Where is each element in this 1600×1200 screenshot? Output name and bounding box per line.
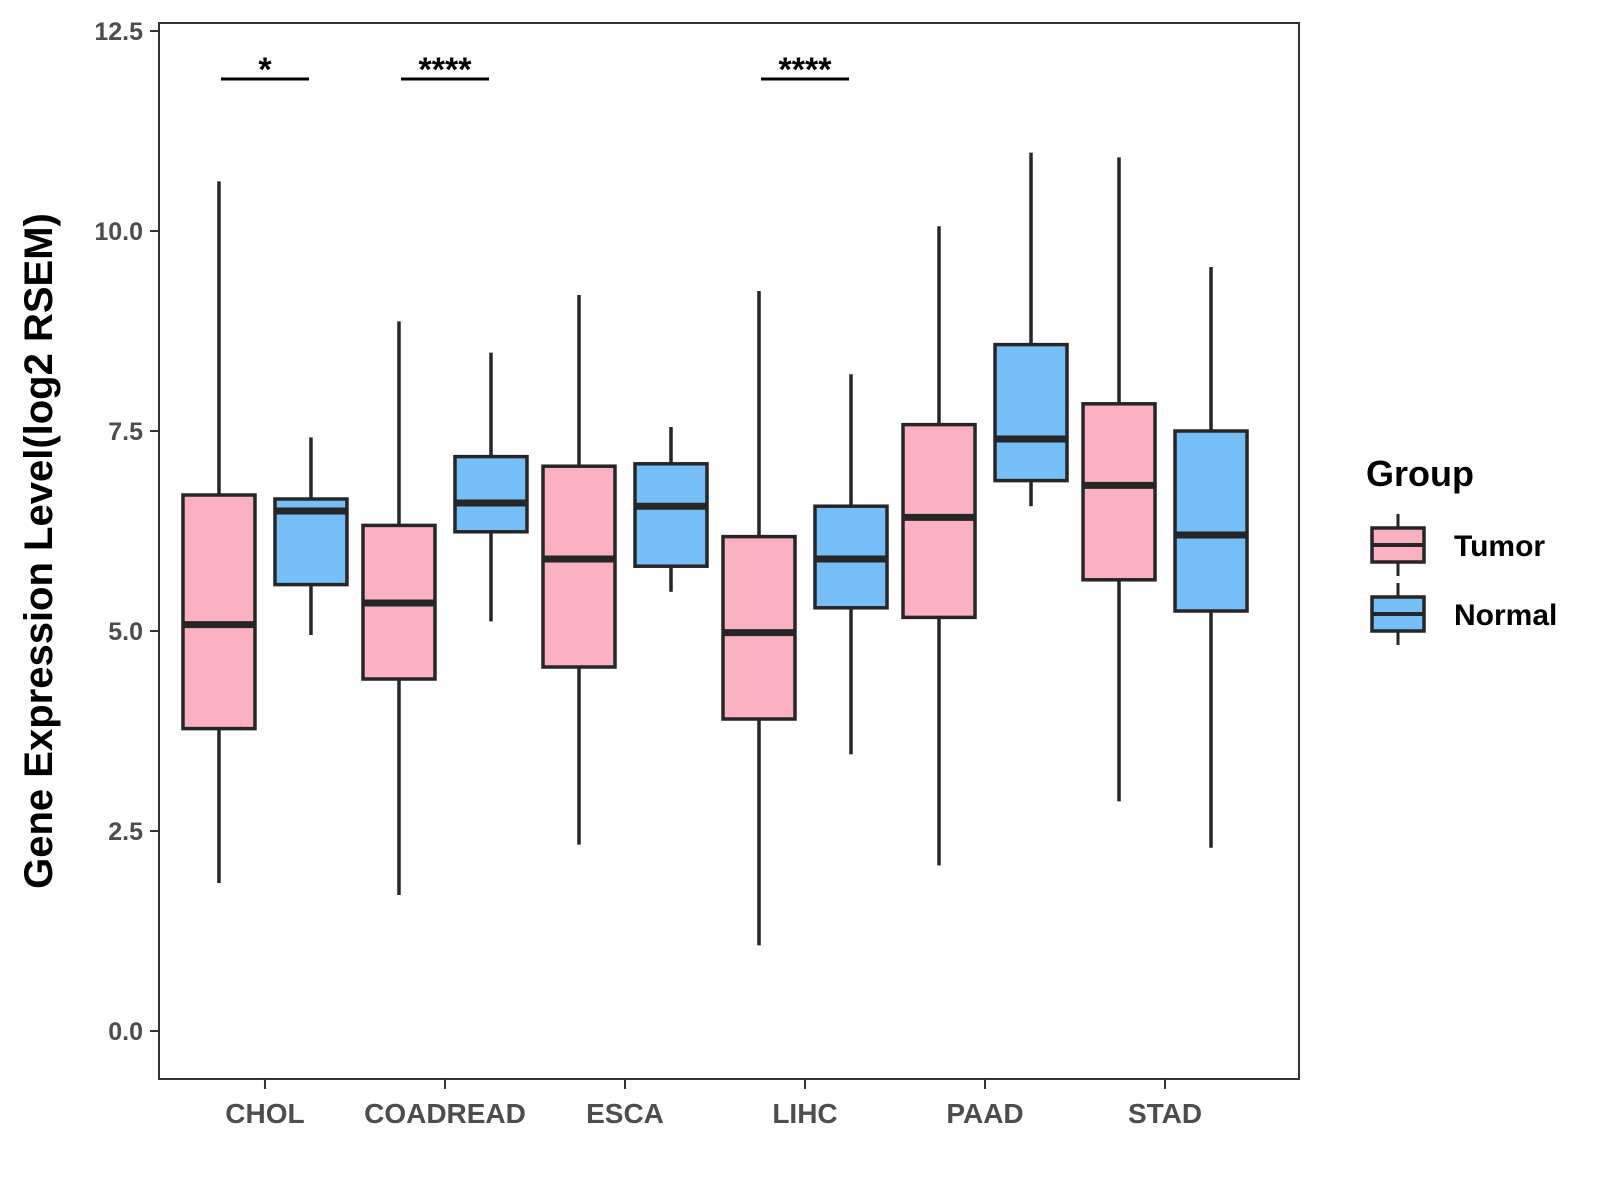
x-axis: CHOL COADREAD ESCA LIHC PAAD STAD [225, 1079, 1202, 1129]
significance-label: **** [419, 51, 473, 89]
x-tick-label-stad: STAD [1128, 1098, 1202, 1129]
box-body [1173, 429, 1249, 613]
box-tumor-stad [1081, 157, 1157, 802]
significance-lihc: **** [761, 51, 850, 89]
legend-title: Group [1366, 453, 1474, 494]
y-tick-label: 10.0 [94, 218, 143, 246]
y-axis: 0.0 2.5 5.0 7.5 10.0 12.5 [94, 18, 159, 1046]
boxes-layer [181, 152, 1249, 946]
legend: Group Tumor Normal [1366, 453, 1557, 645]
significance-label: * [258, 51, 272, 89]
legend-label-tumor: Tumor [1454, 530, 1545, 563]
y-tick-label: 12.5 [94, 18, 143, 46]
box-normal-coadread [453, 352, 529, 622]
legend-label-normal: Normal [1454, 599, 1557, 632]
x-tick-label-coadread: COADREAD [364, 1098, 526, 1129]
box-normal-stad [1173, 267, 1249, 848]
box-tumor-coadread [361, 321, 437, 895]
x-tick-label-chol: CHOL [225, 1098, 304, 1129]
significance-coadread: **** [400, 51, 489, 89]
significance-chol: * [220, 51, 309, 89]
box-body [1081, 402, 1157, 582]
box-normal-esca [633, 427, 709, 592]
box-body [181, 493, 257, 731]
box-tumor-chol [181, 181, 257, 883]
box-body [721, 534, 797, 721]
box-body [541, 464, 617, 669]
plot-panel-border [158, 22, 1300, 1080]
y-tick-label: 5.0 [108, 618, 143, 646]
box-normal-paad [993, 152, 1069, 507]
y-tick-label: 0.0 [108, 1018, 143, 1046]
x-tick-label-esca: ESCA [586, 1098, 664, 1129]
x-tick-label-lihc: LIHC [772, 1098, 837, 1129]
y-tick-label: 7.5 [108, 418, 143, 446]
box-body [453, 454, 529, 534]
box-body [901, 422, 977, 620]
significance-label: **** [779, 51, 833, 89]
y-tick-label: 2.5 [108, 818, 143, 846]
box-normal-lihc [813, 374, 889, 755]
box-tumor-esca [541, 295, 617, 845]
box-body [993, 342, 1069, 483]
box-tumor-paad [901, 226, 977, 866]
legend-entry-normal: Normal [1370, 583, 1557, 645]
x-tick-label-paad: PAAD [946, 1098, 1023, 1129]
box-normal-chol [273, 437, 349, 635]
box-tumor-lihc [721, 291, 797, 946]
box-body [633, 462, 709, 568]
legend-entry-tumor: Tumor [1370, 514, 1545, 576]
y-axis-title: Gene Expression Level(log2 RSEM) [17, 213, 61, 889]
significance-annotations: * **** **** [220, 51, 850, 89]
